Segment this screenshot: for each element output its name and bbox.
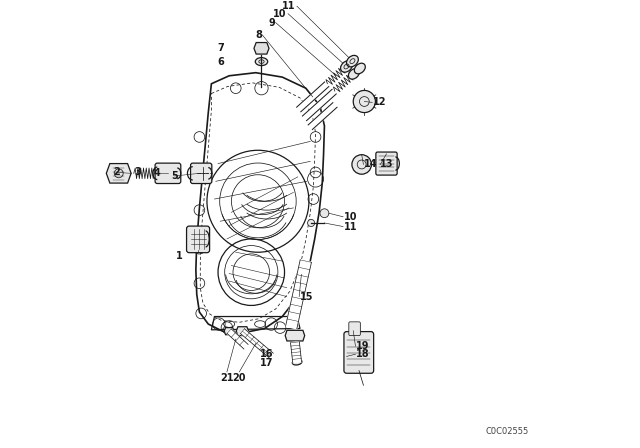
- FancyBboxPatch shape: [349, 322, 360, 336]
- Text: 12: 12: [373, 97, 387, 108]
- FancyBboxPatch shape: [186, 226, 210, 253]
- Polygon shape: [285, 260, 312, 329]
- Polygon shape: [303, 89, 336, 121]
- Polygon shape: [308, 103, 337, 129]
- Polygon shape: [227, 329, 248, 349]
- Text: 15: 15: [300, 292, 314, 302]
- FancyBboxPatch shape: [155, 163, 180, 184]
- Text: 16: 16: [260, 349, 273, 359]
- FancyBboxPatch shape: [191, 163, 212, 184]
- Polygon shape: [241, 329, 273, 358]
- Text: 13: 13: [380, 159, 394, 169]
- FancyBboxPatch shape: [344, 332, 374, 373]
- Polygon shape: [106, 164, 131, 183]
- Text: 11: 11: [344, 221, 358, 232]
- Ellipse shape: [292, 359, 302, 365]
- Ellipse shape: [355, 63, 365, 74]
- Polygon shape: [236, 327, 248, 336]
- Text: 10: 10: [273, 9, 287, 19]
- Text: 5: 5: [172, 171, 178, 181]
- Text: 11: 11: [282, 1, 296, 11]
- Polygon shape: [297, 82, 329, 112]
- Text: 1: 1: [176, 251, 183, 261]
- Text: 8: 8: [255, 30, 262, 40]
- Text: 3: 3: [135, 168, 141, 177]
- Text: 20: 20: [232, 373, 246, 383]
- Circle shape: [353, 90, 376, 112]
- Text: 4: 4: [154, 168, 161, 178]
- Text: 2: 2: [113, 168, 120, 177]
- Text: 6: 6: [218, 56, 224, 67]
- Text: 9: 9: [269, 17, 276, 28]
- Text: C0C02555: C0C02555: [485, 427, 529, 436]
- Circle shape: [320, 209, 329, 218]
- Polygon shape: [224, 327, 234, 335]
- Ellipse shape: [340, 61, 353, 72]
- Ellipse shape: [255, 58, 268, 65]
- Circle shape: [352, 155, 371, 174]
- Text: 19: 19: [356, 341, 370, 351]
- Ellipse shape: [348, 69, 360, 79]
- Ellipse shape: [346, 56, 358, 67]
- Polygon shape: [285, 330, 305, 341]
- Circle shape: [308, 220, 315, 227]
- Text: 21: 21: [220, 373, 234, 383]
- Text: 18: 18: [356, 349, 370, 359]
- Text: 7: 7: [218, 43, 224, 53]
- Polygon shape: [291, 342, 301, 363]
- Polygon shape: [254, 43, 269, 54]
- Text: 10: 10: [344, 212, 358, 222]
- Text: 14: 14: [364, 159, 378, 169]
- Text: 17: 17: [260, 358, 273, 368]
- FancyBboxPatch shape: [376, 152, 397, 175]
